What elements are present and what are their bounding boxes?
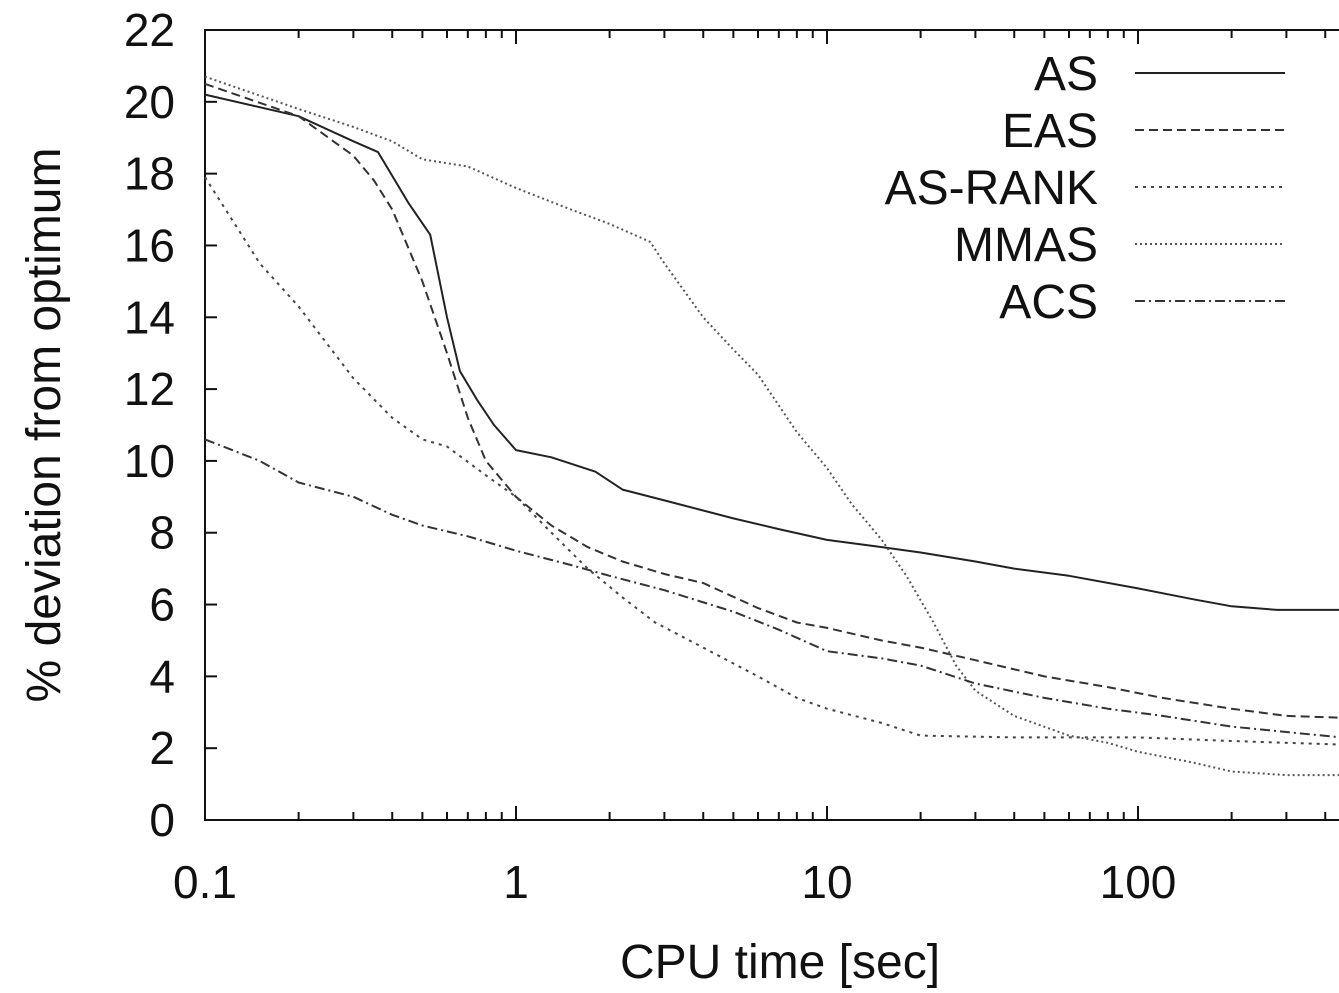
y-tick-label: 12 <box>124 363 175 415</box>
x-tick-label: 100 <box>1100 856 1177 908</box>
plot-frame <box>204 29 1339 821</box>
series-line-eas <box>204 82 1339 719</box>
legend-label-as: AS <box>1034 48 1098 101</box>
y-tick-label: 14 <box>124 291 175 343</box>
series-line-as-rank <box>204 176 1339 746</box>
y-tick-label: 20 <box>124 76 175 128</box>
plot-border <box>204 29 1339 821</box>
y-tick-label: 16 <box>124 219 175 271</box>
legend-label-acs: ACS <box>999 276 1098 329</box>
series-layer <box>204 75 1339 777</box>
tick-labels: 0 2 4 6 8 10 12 14 16 18 20 22 0.1 1 10 100 <box>124 4 1177 908</box>
y-tick-label: 18 <box>124 148 175 200</box>
series-line-mmas <box>204 75 1339 777</box>
x-tick-label: 1 <box>503 856 529 908</box>
legend-label-eas: EAS <box>1002 105 1098 158</box>
legend-label-as-rank: AS-RANK <box>885 162 1098 215</box>
y-axis-title: % deviation from optimum <box>18 148 71 703</box>
x-tick-label: 0.1 <box>173 856 237 908</box>
y-tick-label: 4 <box>149 650 175 702</box>
x-tick-label: 10 <box>801 856 852 908</box>
y-tick-label: 10 <box>124 435 175 487</box>
y-tick-label: 0 <box>149 794 175 846</box>
y-tick-label: 2 <box>149 722 175 774</box>
y-tick-label: 6 <box>149 579 175 631</box>
series-line-acs <box>204 438 1339 739</box>
y-tick-label: 22 <box>124 4 175 56</box>
x-axis-title: CPU time [sec] <box>620 936 940 989</box>
series-line-as <box>204 93 1339 611</box>
axis-ticks <box>204 29 1327 821</box>
y-tick-label: 8 <box>149 507 175 559</box>
legend-label-mmas: MMAS <box>954 219 1098 272</box>
